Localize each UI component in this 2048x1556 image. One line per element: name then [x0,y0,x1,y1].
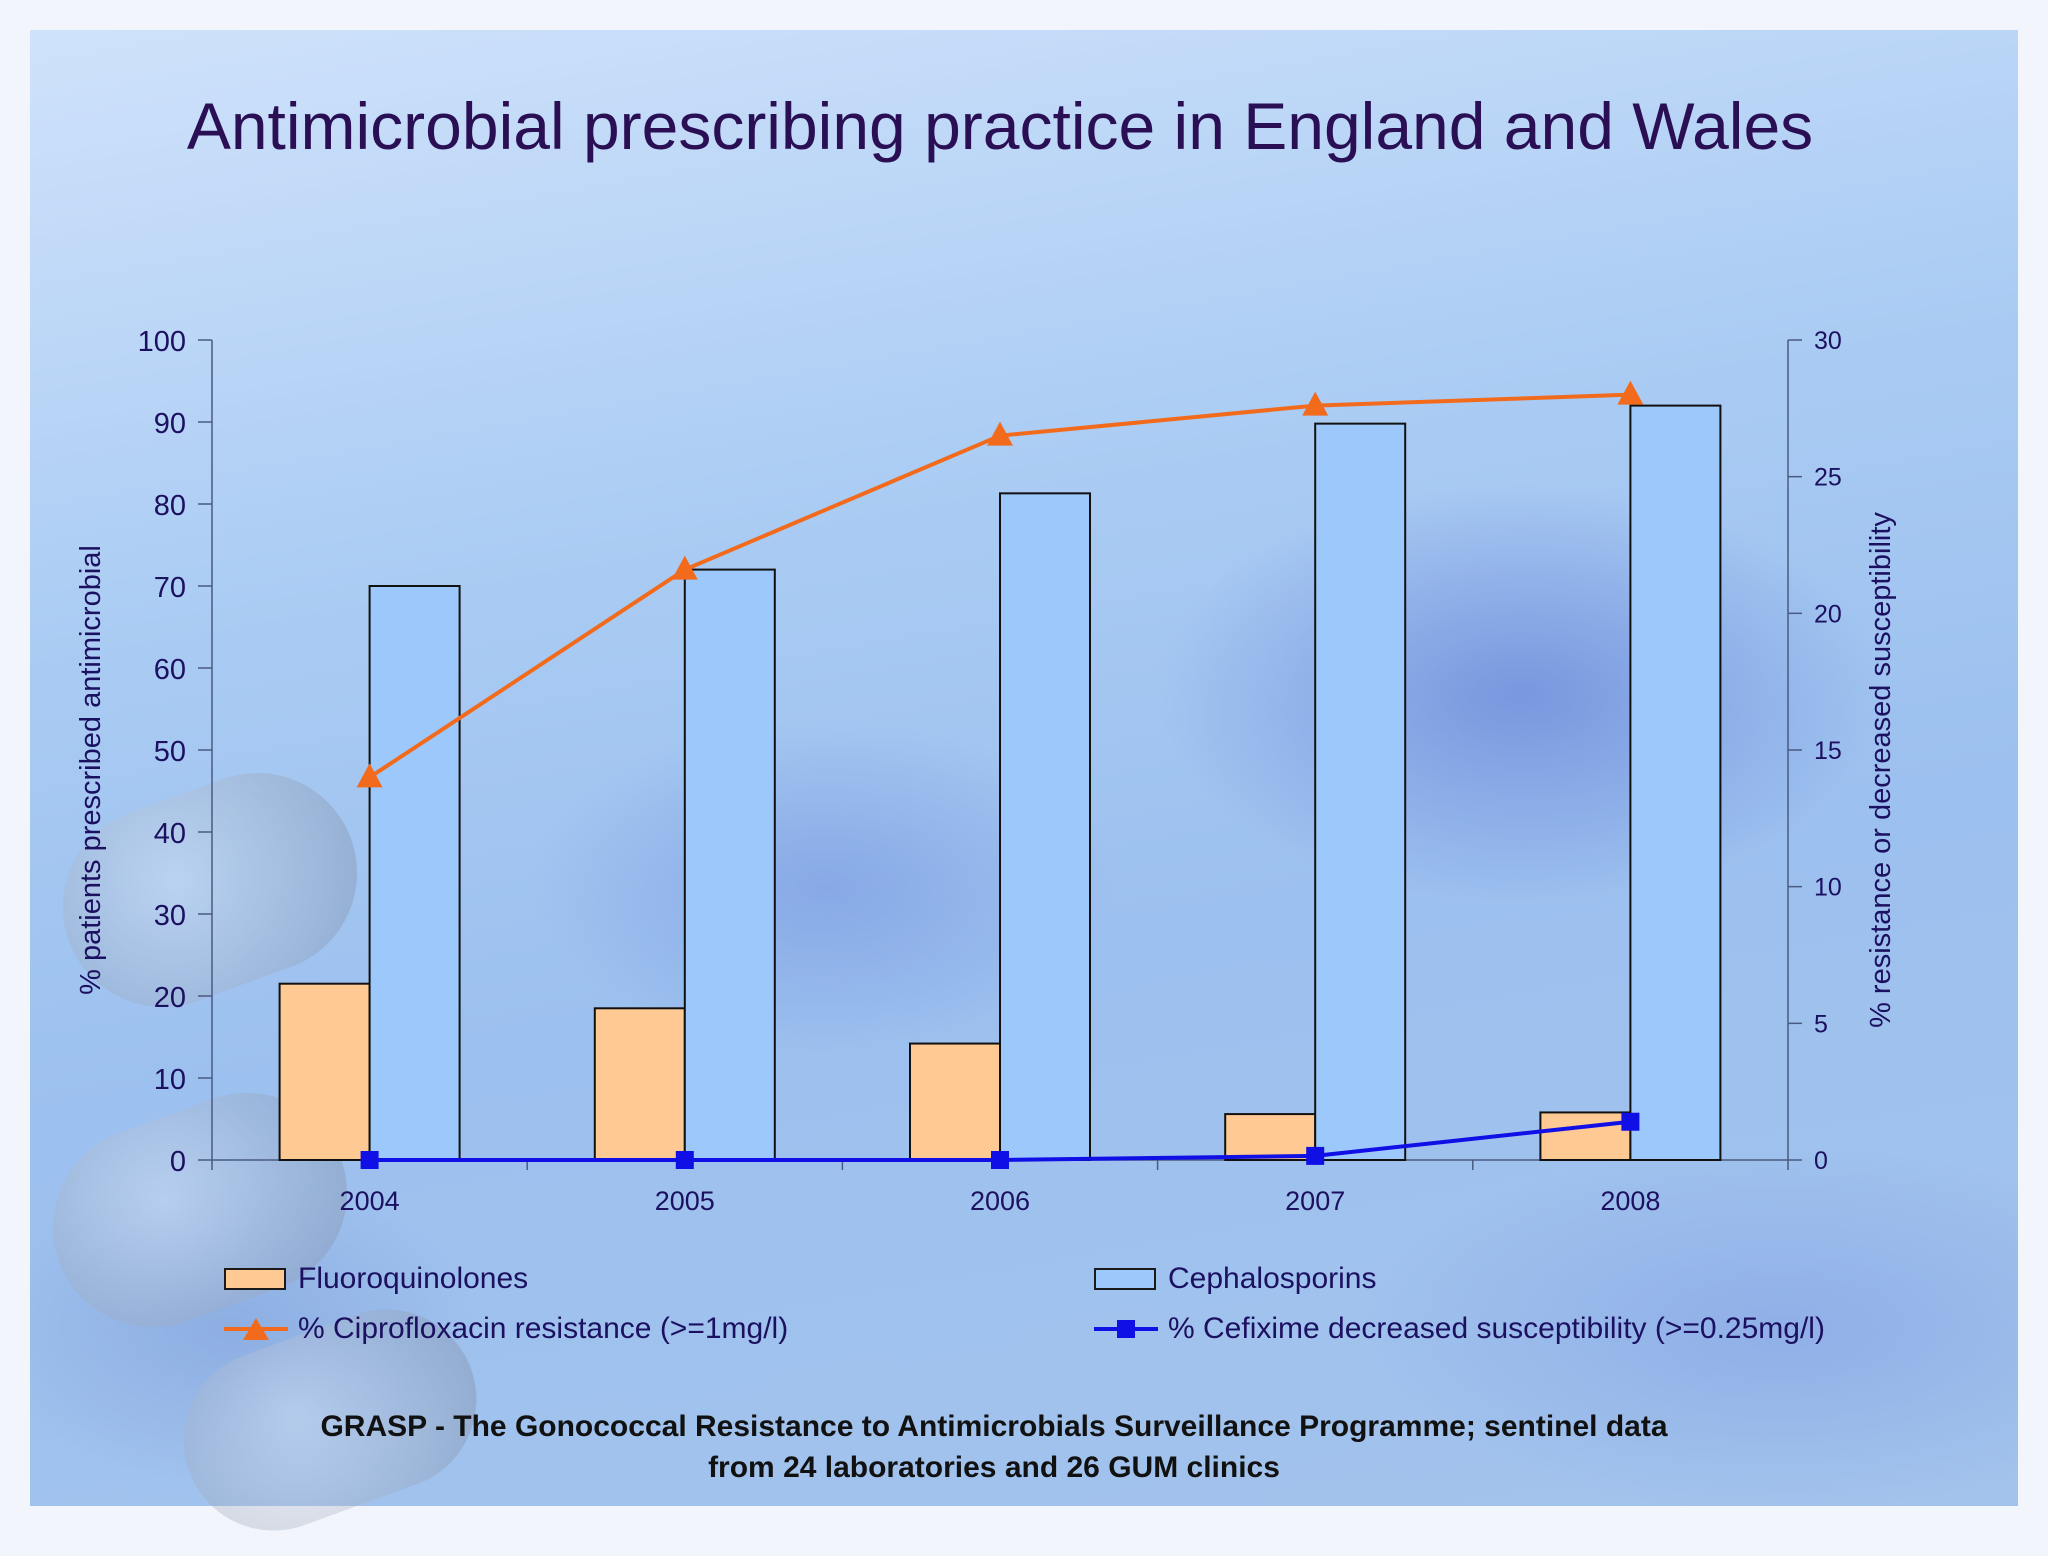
bar-fluoroquinolones [593,1007,686,1161]
combo-chart: 0 10 20 30 40 50 60 70 80 90 100 0 5 10 15 20 25 30 2004 20… [75,326,1897,1216]
legend-swatch-cephalosporins [1094,1268,1156,1290]
x-tick-label: 2004 [340,1186,400,1216]
legend-label-cefixime: % Cefixime decreased susceptibility (>=0… [1168,1312,1825,1345]
point-ciprofloxacin [987,421,1013,446]
legend-label-cephalosporins: Cephalosporins [1168,1262,1377,1295]
point-cefixime [675,1151,694,1169]
y-tick-label-right: 15 [1814,737,1842,765]
bar-cephalosporins [999,492,1091,1161]
bar-cephalosporins [1314,422,1407,1161]
point-cefixime [1306,1146,1325,1165]
y-tick-label-right: 25 [1814,464,1842,492]
slide-title: Antimicrobial prescribing practice in En… [186,89,1814,163]
y-tick-label-right: 30 [1814,327,1842,355]
y-tick-label-left: 10 [154,1064,186,1096]
y-axis-right-title: % resistance or decreased susceptibility [1865,512,1897,1028]
point-ciprofloxacin [1302,391,1329,416]
x-tick-label: 2007 [1285,1186,1345,1216]
x-tick-label: 2005 [655,1186,715,1216]
legend-line-cefixime [1094,1317,1158,1341]
y-tick-label-left: 20 [154,982,186,1014]
y-tick-label-right: 10 [1814,874,1842,902]
point-cefixime [360,1151,379,1169]
y-axis-left-title: % patients prescribed antimicrobial [75,545,107,995]
bar-cephalosporins [683,568,776,1161]
square-marker-icon [1117,1320,1135,1338]
footnote-line-1: GRASP - The Gonococcal Resistance to Ant… [320,1410,1668,1443]
legend-line-ciprofloxacin [224,1317,288,1341]
source-footnote: GRASP - The Gonococcal Resistance to Ant… [0,1406,1988,1488]
triangle-marker-icon [243,1318,269,1340]
x-tick-label: 2006 [970,1186,1030,1216]
bar-cephalosporins [1629,404,1722,1162]
bar-fluoroquinolones [1224,1113,1317,1161]
legend-item-cephalosporins: Cephalosporins [1094,1262,1376,1296]
y-tick-label-left: 40 [154,818,186,850]
y-tick-label-left: 30 [154,900,186,932]
bar-cephalosporins [368,585,461,1161]
y-tick-label-right: 20 [1814,600,1842,628]
legend-item-cefixime: % Cefixime decreased susceptibility (>=0… [1094,1312,1825,1346]
y-tick-label-left: 100 [138,326,186,358]
point-cefixime [991,1151,1009,1169]
point-ciprofloxacin [356,763,383,788]
y-tick-label-right: 0 [1814,1147,1828,1175]
legend-label-fluoroquinolones: Fluoroquinolones [298,1262,529,1295]
bar-fluoroquinolones [278,982,371,1162]
y-tick-label-left: 90 [154,408,186,440]
y-tick-label-left: 70 [154,572,186,604]
y-tick-label-right: 5 [1814,1010,1828,1038]
y-tick-label-left: 50 [154,736,186,768]
legend-item-fluoroquinolones: Fluoroquinolones [224,1262,528,1296]
footnote-line-2: from 24 laboratories and 26 GUM clinics [708,1451,1280,1484]
y-tick-label-left: 60 [154,654,186,686]
point-cefixime [1621,1112,1640,1131]
legend-item-ciprofloxacin: % Ciprofloxacin resistance (>=1mg/l) [224,1312,788,1346]
x-tick-label: 2008 [1600,1186,1660,1216]
bar-fluoroquinolones [909,1042,1001,1162]
point-ciprofloxacin [1617,380,1644,405]
legend-label-ciprofloxacin: % Ciprofloxacin resistance (>=1mg/l) [298,1312,789,1345]
point-ciprofloxacin [671,555,698,580]
y-tick-label-left: 80 [154,490,186,522]
legend-swatch-fluoroquinolones [224,1268,286,1290]
bar-fluoroquinolones [1539,1111,1632,1161]
y-tick-label-left: 0 [170,1146,186,1178]
